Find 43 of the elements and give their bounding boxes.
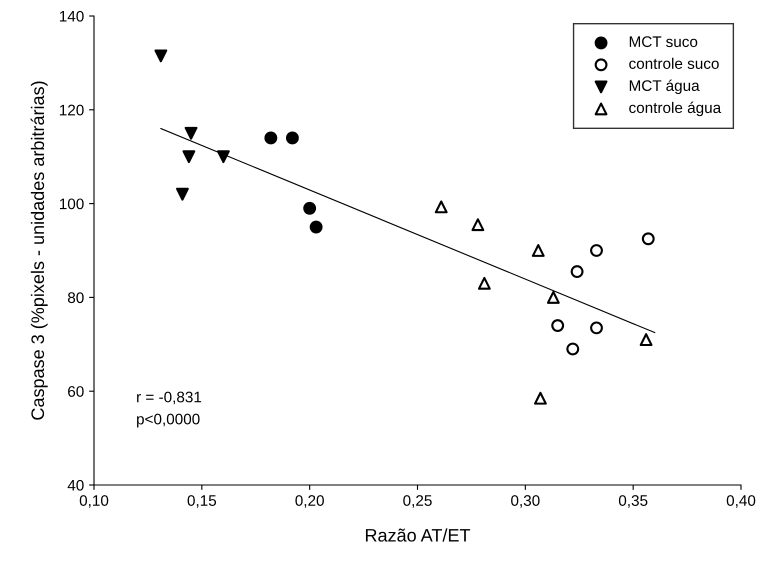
point bbox=[551, 319, 564, 332]
point bbox=[640, 333, 653, 346]
y-tick-label: 100 bbox=[60, 198, 84, 210]
point bbox=[566, 342, 580, 356]
legend-label: controle suco bbox=[629, 58, 719, 69]
y-axis-title: Caspase 3 (%pixels - unidades arbitrárias) bbox=[30, 82, 48, 420]
legend-label: MCT água bbox=[630, 80, 700, 94]
x-tick-label: 0,20 bbox=[295, 495, 324, 508]
point bbox=[532, 244, 545, 257]
point bbox=[216, 150, 230, 164]
x-tick-label: 0,15 bbox=[188, 495, 216, 508]
y-tick-label: 140 bbox=[60, 10, 84, 22]
x-tick-label: 0,40 bbox=[726, 495, 756, 508]
point bbox=[434, 200, 448, 214]
y-tick-label: 40 bbox=[68, 480, 84, 491]
legend-label: controle água bbox=[629, 102, 722, 116]
point bbox=[642, 232, 655, 246]
y-tick-label: 80 bbox=[68, 292, 84, 304]
point bbox=[590, 321, 603, 334]
annotation: p<0,0000 bbox=[137, 414, 200, 428]
point bbox=[182, 150, 196, 164]
x-tick-label: 0,35 bbox=[618, 495, 648, 508]
point bbox=[310, 220, 323, 234]
point bbox=[590, 244, 603, 257]
x-tick-label: 0,25 bbox=[403, 495, 432, 508]
point bbox=[546, 290, 560, 304]
point bbox=[534, 392, 547, 405]
point bbox=[471, 218, 484, 232]
point bbox=[264, 132, 278, 144]
annotation: r = -0,831 bbox=[137, 392, 202, 404]
point bbox=[570, 265, 584, 278]
point bbox=[154, 49, 168, 62]
point bbox=[286, 132, 299, 144]
point bbox=[184, 126, 198, 140]
y-tick-label: 120 bbox=[60, 104, 84, 116]
y-tick-label: 60 bbox=[68, 386, 84, 397]
x-axis-title: Razão AT/ET bbox=[366, 528, 470, 542]
legend-label: MCT suco bbox=[630, 36, 698, 48]
point bbox=[176, 188, 189, 201]
point bbox=[478, 276, 491, 290]
x-tick-label: 0,30 bbox=[511, 495, 540, 508]
point bbox=[303, 202, 316, 215]
x-tick-label: 0,10 bbox=[80, 495, 108, 508]
